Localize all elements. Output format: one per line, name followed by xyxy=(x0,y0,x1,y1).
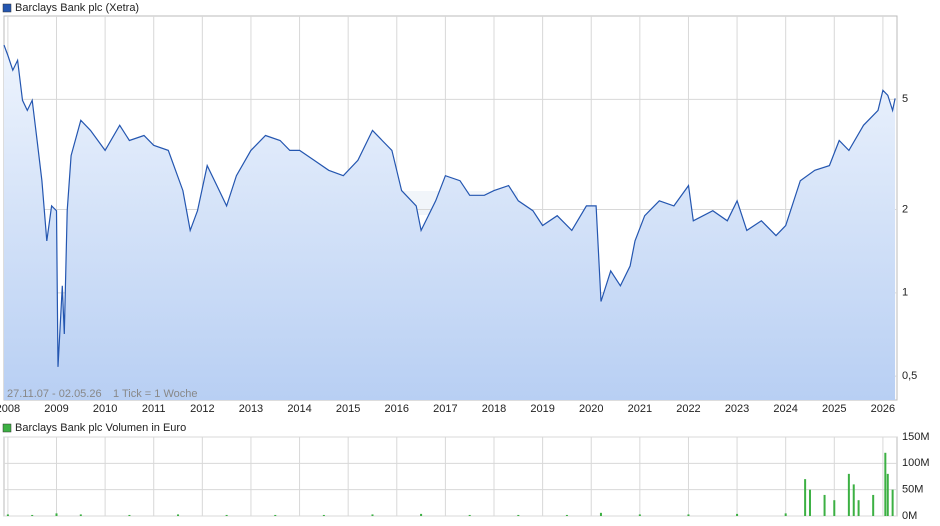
y-tick-label: 0M xyxy=(902,510,917,522)
volume-bar xyxy=(886,473,889,516)
x-tick-label: 2017 xyxy=(433,403,457,415)
y-tick-label: 150M xyxy=(902,431,930,443)
volume-bar xyxy=(225,514,228,516)
x-tick-label: 2023 xyxy=(725,403,749,415)
price-area xyxy=(4,45,896,400)
volume-bar xyxy=(884,452,887,516)
x-tick-label: 2022 xyxy=(676,403,700,415)
y-tick-label: 2 xyxy=(902,203,908,215)
volume-bar xyxy=(857,500,860,516)
volume-bar xyxy=(6,514,9,516)
volume-bar xyxy=(736,513,739,516)
volume-bar xyxy=(79,514,82,516)
x-tick-label: 2015 xyxy=(336,403,360,415)
y-tick-label: 1 xyxy=(902,287,908,299)
x-tick-label: 2024 xyxy=(773,403,797,415)
y-tick-label: 0,5 xyxy=(902,370,917,382)
y-tick-label: 5 xyxy=(902,93,908,105)
x-tick-label: 2012 xyxy=(190,403,214,415)
volume-bar xyxy=(322,514,325,516)
volume-bar xyxy=(177,514,180,516)
volume-bar xyxy=(371,514,374,516)
x-tick-label: 2009 xyxy=(44,403,68,415)
legend-swatch xyxy=(2,423,12,433)
volume-bar xyxy=(804,479,807,516)
x-tick-label: 2016 xyxy=(385,403,409,415)
x-tick-label: 2008 xyxy=(0,403,20,415)
volume-bar xyxy=(599,512,602,516)
volume-bar xyxy=(784,513,787,516)
volume-bar xyxy=(274,514,277,516)
x-tick-label: 2025 xyxy=(822,403,846,415)
x-tick-label: 2020 xyxy=(579,403,603,415)
y-tick-label: 100M xyxy=(902,457,930,469)
volume-bar xyxy=(638,514,641,516)
volume-bar xyxy=(55,513,58,516)
legend-label: Barclays Bank plc (Xetra) xyxy=(15,2,139,14)
volume-bar xyxy=(31,514,34,516)
volume-bar xyxy=(687,514,690,516)
tick-annotation: 1 Tick = 1 Woche xyxy=(113,388,197,400)
volume-bar xyxy=(872,494,875,516)
volume-bar xyxy=(128,514,131,516)
volume-bar xyxy=(565,514,568,516)
legend-swatch xyxy=(2,3,12,13)
volume-bar xyxy=(823,494,826,516)
x-tick-label: 2011 xyxy=(142,403,166,415)
x-tick-label: 2018 xyxy=(482,403,506,415)
x-tick-label: 2021 xyxy=(628,403,652,415)
x-tick-label: 2010 xyxy=(93,403,117,415)
price-line xyxy=(3,44,896,367)
y-tick-label: 50M xyxy=(902,484,923,496)
volume-bar xyxy=(852,484,855,516)
volume-bar xyxy=(517,514,520,516)
range-annotation: 27.11.07 - 02.05.26 xyxy=(7,388,102,400)
plot-frame xyxy=(3,436,898,517)
x-tick-label: 2019 xyxy=(530,403,554,415)
volume-bar xyxy=(847,473,850,516)
volume-bar xyxy=(833,500,836,516)
volume-bar xyxy=(468,514,471,516)
x-tick-label: 2013 xyxy=(239,403,263,415)
x-tick-label: 2014 xyxy=(287,403,311,415)
volume-bar xyxy=(891,489,894,516)
volume-bar xyxy=(808,489,811,516)
volume-bar xyxy=(420,513,423,516)
legend-label: Barclays Bank plc Volumen in Euro xyxy=(15,422,186,434)
x-tick-label: 2026 xyxy=(871,403,895,415)
